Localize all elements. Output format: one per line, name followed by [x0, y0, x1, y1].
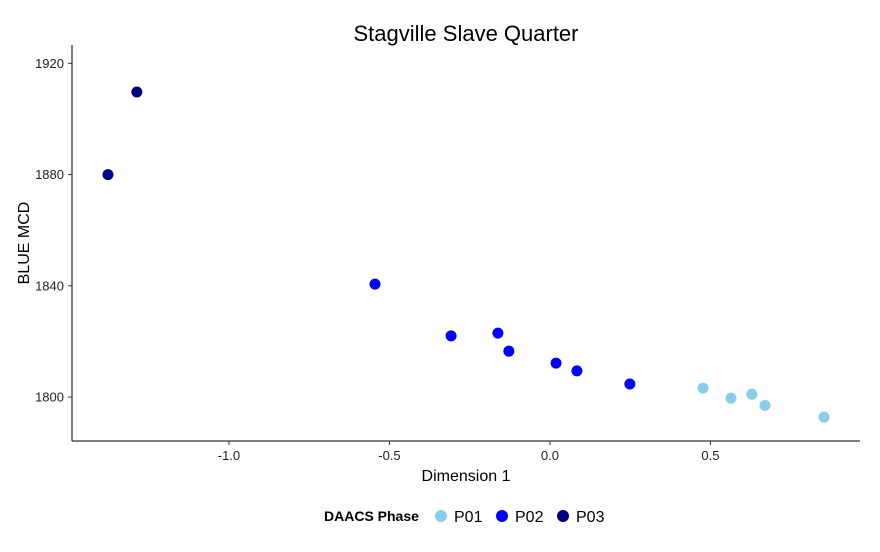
y-tick-label: 1840	[35, 278, 64, 293]
data-point-p02	[503, 345, 515, 357]
data-point-p02	[445, 330, 457, 342]
chart-title: Stagville Slave Quarter	[354, 21, 579, 46]
legend-key-p01	[435, 510, 447, 522]
legend-key-p03	[557, 510, 569, 522]
data-point-p02	[550, 357, 562, 369]
x-tick-label: -0.5	[378, 448, 400, 463]
data-point-p01	[746, 388, 758, 400]
x-tick-label: 0.5	[701, 448, 719, 463]
data-point-p03	[102, 169, 114, 181]
data-point-p01	[697, 382, 709, 394]
legend-label: P03	[576, 509, 605, 526]
data-point-p02	[571, 365, 583, 377]
data-point-p01	[725, 392, 737, 404]
data-point-p02	[492, 327, 504, 339]
data-point-p03	[131, 86, 143, 98]
axes	[71, 45, 860, 442]
y-axis-label: BLUE MCD	[16, 202, 33, 285]
y-tick-label: 1880	[35, 167, 64, 182]
x-axis-label: Dimension 1	[422, 468, 511, 485]
legend-key-p02	[496, 510, 508, 522]
y-tick-label: 1800	[35, 390, 64, 405]
legend-label: P01	[454, 509, 483, 526]
y-tick-label: 1920	[35, 56, 64, 71]
legend: DAACS Phase P01 P02 P03	[324, 508, 605, 526]
x-tick-label: 0.0	[541, 448, 559, 463]
data-point-p01	[818, 411, 830, 423]
data-point-p02	[369, 278, 381, 290]
legend-title: DAACS Phase	[324, 508, 419, 524]
data-point-p01	[759, 399, 771, 411]
legend-label: P02	[515, 509, 544, 526]
x-tick-label: -1.0	[218, 448, 240, 463]
data-point-p02	[624, 378, 636, 390]
